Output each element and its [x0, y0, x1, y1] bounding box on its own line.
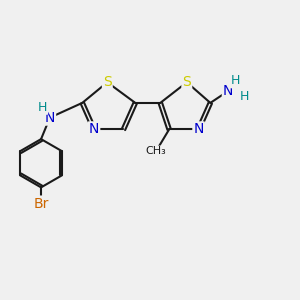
Text: S: S [182, 75, 191, 89]
Text: N: N [223, 84, 233, 98]
Text: CH₃: CH₃ [146, 146, 166, 157]
Text: S: S [103, 75, 112, 89]
Text: Br: Br [33, 196, 49, 211]
Text: H: H [231, 74, 240, 87]
Text: H: H [239, 91, 249, 103]
Text: N: N [194, 122, 204, 136]
Text: N: N [45, 111, 55, 124]
Text: N: N [89, 122, 99, 136]
Text: H: H [38, 101, 47, 114]
